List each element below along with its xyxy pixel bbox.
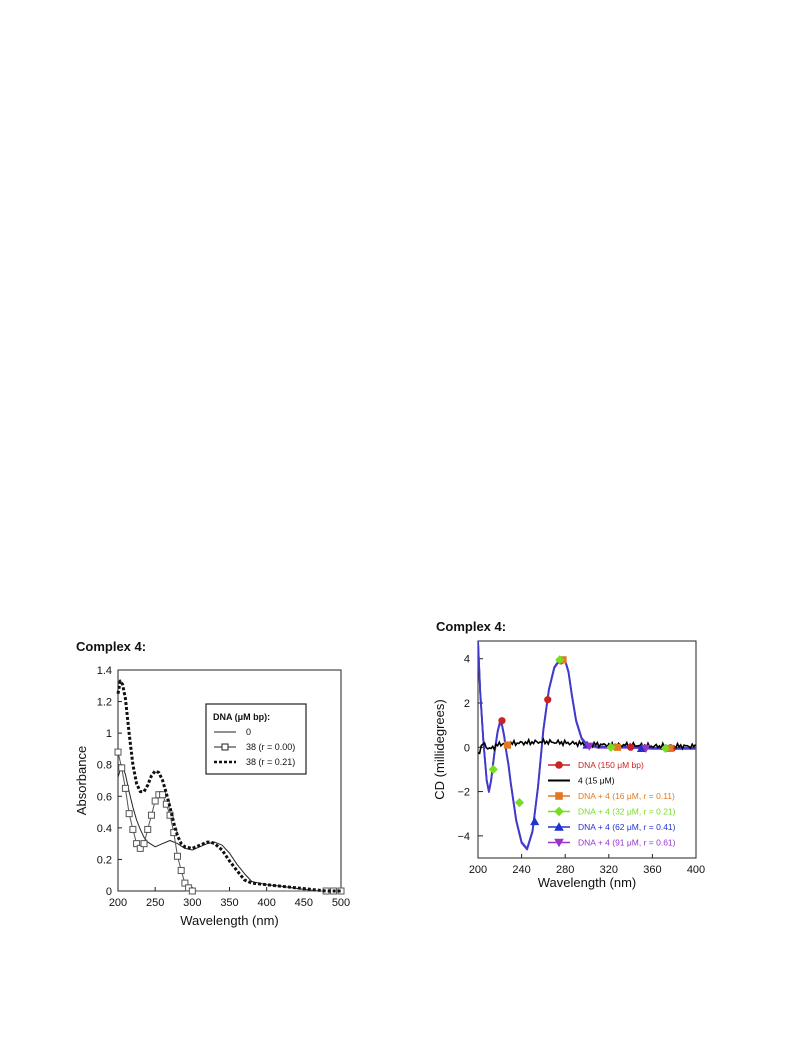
data-point [121,784,129,792]
y-axis-label: Absorbance [74,746,89,815]
data-point [488,764,498,775]
plot-area [478,641,696,851]
x-tick-label: 320 [600,864,618,876]
absorbance-chart: 200 250 300 350 400 450 500 0 0.2 0.4 0.6 0.8 1 1.2 1.… [74,665,350,928]
absorbance-chart-title: Complex 4: [76,639,147,654]
x-tick-label: 450 [295,897,313,909]
legend-entry: 0 [246,727,251,737]
data-point [627,743,635,751]
y-tick-label: −4 [457,831,470,843]
y-tick-label: 4 [464,654,470,666]
legend-marker [555,792,563,800]
series-line [116,679,341,893]
legend-entry: DNA + 4 (16 μM, r = 0.11) [578,791,675,801]
legend-title: DNA (μM bp): [213,712,270,722]
legend-marker [554,838,564,848]
data-point [136,844,144,852]
y-tick-label: 0.8 [97,760,112,772]
y-tick-label: 1 [106,728,112,740]
x-tick-label: 200 [469,864,487,876]
data-point [133,840,141,848]
legend-entry: 38 (r = 0.21) [246,757,295,767]
data-point [177,866,185,874]
x-tick-label: 360 [643,864,661,876]
legend-marker [555,761,563,769]
y-tick-label: 0 [106,886,112,898]
y-tick-label: 0 [464,742,470,754]
data-point [514,798,525,808]
data-point [125,810,133,818]
x-tick-label: 400 [257,897,275,909]
data-point [530,816,540,826]
data-point [544,696,552,704]
legend-entry: 38 (r = 0.00) [246,742,295,752]
y-tick-label: 0.2 [97,854,112,866]
data-point [140,840,148,848]
y-axis-label: CD (millidegrees) [432,699,447,799]
x-axis-label: Wavelength (nm) [180,913,279,928]
x-tick-label: 500 [332,897,350,909]
legend-entry: DNA + 4 (91 μM, r = 0.61) [578,838,676,848]
legend-entry: DNA (150 μM bp) [578,760,644,770]
y-tick-label: 1.4 [97,665,112,677]
y-tick-label: −2 [457,787,470,799]
cd-chart: 200 240 280 320 360 400 4 2 0 −2 −4 Wavelength (nm)… [432,640,705,890]
data-point [584,742,594,751]
legend-marker [554,806,564,817]
legend-box [205,703,307,775]
legend-entry: DNA + 4 (32 μM, r = 0.21) [578,807,676,817]
data-point [503,741,512,749]
data-point [151,797,159,805]
data-point [636,743,647,752]
legend: DNA (150 μM bp) 4 (15 μM) DNA + 4 (16 μM, … [548,760,676,848]
y-tick-label: 1.2 [97,697,112,709]
data-point [188,887,196,895]
x-axis-label: Wavelength (nm) [538,875,637,890]
y-tick-label: 0.4 [97,823,112,835]
y-tick-label: 0.6 [97,791,112,803]
data-point [144,825,152,833]
data-point [181,879,189,887]
cd-chart-panel: Complex 4: 200 240 280 320 360 400 4 2 0 −2 −4 Wave… [430,616,715,901]
data-point [613,743,622,751]
series-line [117,764,341,892]
y-tick-label: 2 [464,698,470,710]
data-point [159,791,167,799]
x-tick-label: 250 [146,897,164,909]
legend-entry: DNA + 4 (62 μM, r = 0.41) [578,822,676,832]
cd-chart-title: Complex 4: [436,619,507,634]
x-tick-label: 280 [556,864,574,876]
data-point [498,717,506,725]
legend-entry: 4 (15 μM) [578,776,615,786]
x-tick-label: 350 [220,897,238,909]
x-tick-label: 400 [687,864,705,876]
plot-frame [117,669,342,892]
x-tick-label: 200 [109,897,127,909]
data-point [114,748,122,756]
legend-marker [554,822,564,831]
absorbance-chart-panel: Complex 4: 200 250 300 350 400 450 500 0 0.2 0.4 0… [70,636,355,936]
data-point [147,811,155,819]
legend: DNA (μM bp): 0 38 (r = 0.00) 38 (r = 0.21) [205,703,307,775]
data-point [173,852,181,860]
x-tick-label: 300 [183,897,201,909]
data-point [641,744,651,753]
data-point [129,825,137,833]
legend-marker [221,743,229,751]
data-point [118,764,126,772]
x-tick-label: 240 [512,864,530,876]
